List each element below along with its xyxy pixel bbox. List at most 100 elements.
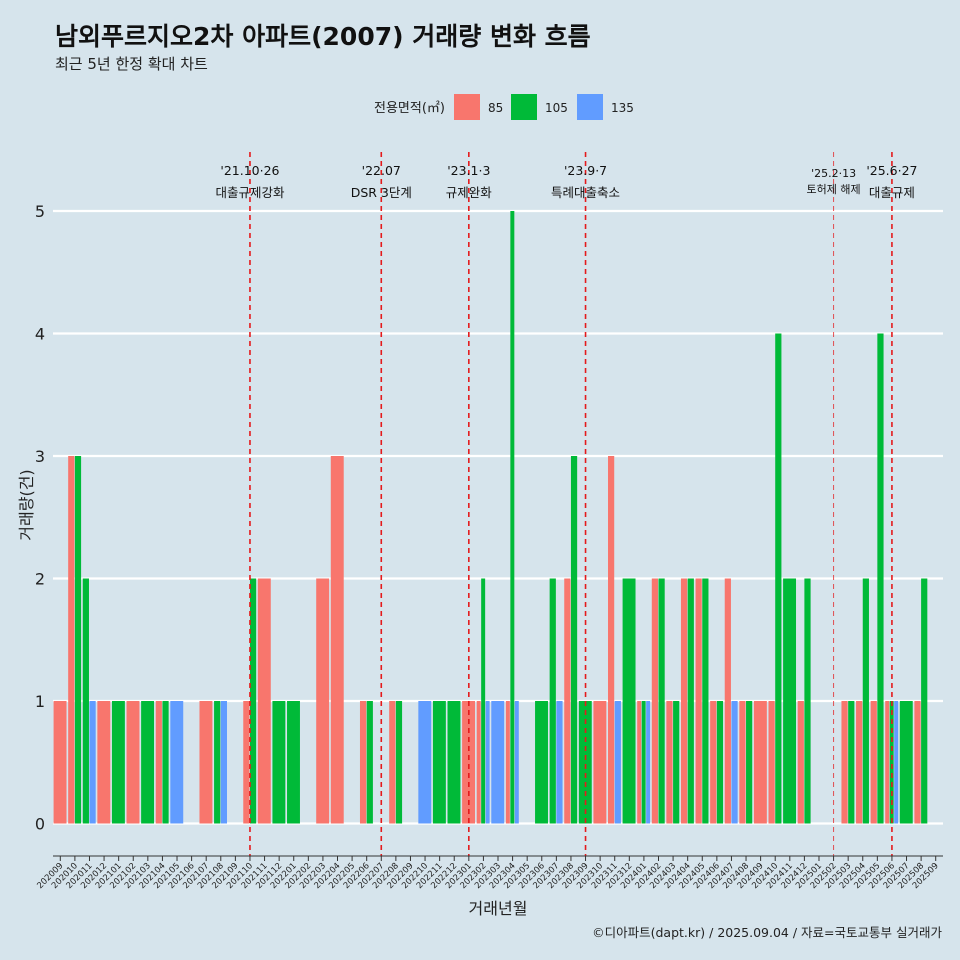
bar-105-202505	[877, 333, 884, 824]
event-name-label: 규제완화	[446, 185, 493, 200]
bar-85-202403	[666, 701, 673, 824]
bar-105-202412	[804, 578, 811, 824]
bar-105-202410	[775, 333, 782, 824]
bar-105-202211	[432, 701, 446, 824]
bar-85-202010	[68, 456, 75, 824]
bar-105-202504	[862, 578, 869, 824]
bar-85-202311	[608, 456, 615, 824]
bar-105-202506	[889, 701, 894, 824]
bar-85-202410	[768, 701, 775, 824]
bar-85-202206	[359, 701, 367, 824]
bar-105-202401	[641, 701, 646, 824]
bar-105-202302	[481, 578, 486, 824]
bar-85-202402	[651, 578, 658, 824]
bar-105-202112	[272, 701, 286, 824]
legend: 전용면적(㎡) 85 105 135	[374, 94, 634, 120]
bar-85-202104	[155, 701, 162, 824]
bar-135-202108	[220, 701, 227, 824]
bar-85-202208	[389, 701, 396, 824]
event-name-label: 특례대출축소	[551, 185, 620, 200]
bar-135-202302	[485, 701, 490, 824]
bar-85-202506	[885, 701, 890, 824]
bar-105-202405	[702, 578, 709, 824]
y-tick-label: 2	[35, 570, 45, 589]
bar-105-202201	[287, 701, 300, 824]
y-tick-label: 3	[35, 447, 45, 466]
bar-105-202411	[783, 578, 797, 824]
bar-85-202301	[462, 701, 476, 824]
x-axis-label: 거래년월	[469, 899, 528, 918]
source-credit: ©디아파트(dapt.kr) / 2025.09.04 / 자료=국토교통부 실…	[592, 925, 942, 940]
bar-105-202212	[447, 701, 461, 824]
bar-135-202407	[731, 701, 738, 824]
bar-85-202111	[257, 578, 271, 824]
event-lines: '21.10·26 대출규제강화 '22.07 DSR 3단계 '23.1·3 규제완화 '…	[215, 152, 918, 856]
bar-105-202104	[162, 701, 169, 824]
bar-85-202012	[97, 701, 111, 824]
y-tick-label: 5	[35, 202, 45, 221]
chart-subtitle: 최근 5년 한정 확대 차트	[55, 55, 208, 73]
bar-135-202105	[170, 701, 184, 824]
event-name-label: 대출규제강화	[215, 185, 285, 200]
bar-135-202506	[894, 701, 899, 824]
bar-105-202208	[395, 701, 403, 824]
bar-105-202308	[570, 456, 578, 824]
bar-85-202308	[564, 578, 571, 824]
event-name-label: 토허제 해제	[807, 182, 861, 196]
event-date-label: '23.1·3	[447, 163, 490, 178]
y-tick-label: 1	[35, 692, 45, 711]
bar-85-202408	[739, 701, 746, 824]
legend-key-85	[454, 94, 480, 120]
bar-85-202508	[914, 701, 921, 824]
bar-135-202210	[418, 701, 432, 824]
bar-105-202312	[622, 578, 636, 824]
bar-105-202503	[848, 701, 855, 824]
bar-85-202503	[841, 701, 848, 824]
bar-85-202412	[797, 701, 804, 824]
bar-135-202304	[514, 701, 519, 824]
bar-105-202403	[673, 701, 680, 824]
bar-105-202406	[716, 701, 724, 824]
bar-105-202508	[921, 578, 928, 824]
legend-key-135	[577, 94, 603, 120]
bar-105-202304	[510, 211, 515, 824]
event-date-label: '22.07	[362, 163, 401, 178]
event-date-label: '23.9·7	[564, 163, 607, 178]
y-tick-label: 0	[35, 815, 45, 834]
bar-85-202107	[199, 701, 213, 824]
event-name-label: DSR 3단계	[351, 185, 412, 200]
bar-85-202203	[316, 578, 330, 824]
event-date-label: '25.6·27	[866, 163, 917, 178]
bar-105-202011	[82, 578, 89, 824]
bar-105-202306	[535, 701, 548, 824]
bar-105-202108	[214, 701, 221, 824]
bar-105-202110	[249, 578, 257, 824]
legend-label-105: 105	[545, 101, 568, 115]
bar-135-202401	[646, 701, 651, 824]
y-tick-label: 4	[35, 325, 45, 344]
bar-85-202409	[753, 701, 767, 824]
legend-label-135: 135	[611, 101, 634, 115]
bar-85-202407	[724, 578, 731, 824]
bar-105-202101	[111, 701, 125, 824]
bar-105-202309	[578, 701, 592, 824]
bar-105-202307	[549, 578, 556, 824]
y-axis-label: 거래량(건)	[17, 469, 36, 540]
bar-85-202406	[710, 701, 717, 824]
legend-title: 전용면적(㎡)	[374, 101, 445, 116]
bar-135-202303	[491, 701, 505, 824]
bar-105-202408	[746, 701, 753, 824]
bar-105-202206	[366, 701, 373, 824]
bar-105-202010	[74, 456, 82, 824]
bars	[53, 211, 928, 824]
event-date-label: '21.10·26	[220, 163, 279, 178]
bar-85-202310	[593, 701, 607, 824]
bar-85-202505	[870, 701, 877, 824]
bar-85-202110	[243, 701, 250, 824]
bar-85-202204	[330, 456, 344, 824]
bar-85-202404	[680, 578, 688, 824]
legend-key-105	[511, 94, 537, 120]
bar-135-202011	[89, 701, 96, 824]
bar-135-202311	[614, 701, 621, 824]
bar-105-202404	[687, 578, 694, 824]
